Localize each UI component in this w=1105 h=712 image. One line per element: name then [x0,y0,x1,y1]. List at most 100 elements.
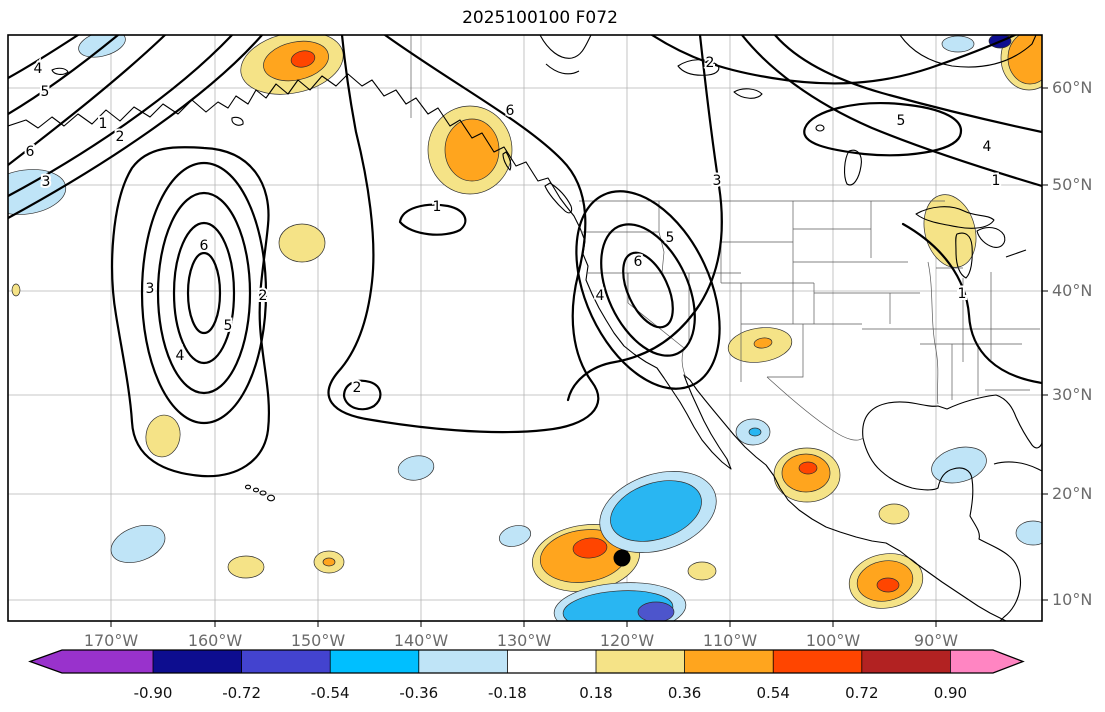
lat-lon-gridlines [8,35,1042,621]
storm-position-marker [613,549,631,567]
x-tick-label: 140°W [394,631,449,650]
contour-center-rings [575,190,721,390]
contour-label: 4 [983,139,992,155]
anomaly-blob-neg1 [941,35,975,53]
colorbar-tick-label: -0.18 [488,684,527,702]
lake-small-manitoba [815,124,825,132]
contour-tl-5 [8,35,120,116]
anomaly-blob-neg1 [78,35,126,58]
colorbar-tick-label: 0.90 [934,684,967,702]
contour-label: 2 [353,380,362,396]
anomaly-blob-pos3 [572,537,608,559]
contour-label: 1 [99,116,108,132]
colorbar-right-arrow [950,650,1023,673]
anomaly-blob-neg3 [637,601,675,621]
axis-ticks-and-labels: 170°W 160°W 150°W 140°W 130°W 120°W 110°W 100°W… [84,78,1093,650]
contour-label: 3 [146,281,155,297]
contour-left-ring-3 [140,161,268,425]
contour-right-ridge-1 [740,35,1042,188]
anomaly-blob-pos2 [322,557,336,567]
contour-label: 5 [41,84,50,100]
y-tick-label: 30°N [1052,385,1092,404]
x-tick-label: 170°W [84,631,139,650]
anomaly-blob-neg1 [931,446,987,484]
hawaii-island-2 [252,487,260,493]
lake-superior [915,206,995,229]
contour-tl-4 [8,35,80,80]
map-frame [7,34,1043,622]
colorbar-tick-label: -0.36 [399,684,438,702]
colorbar-tick-label: -0.90 [134,684,173,702]
anomaly-blob-pos3 [798,461,818,475]
contour-label: 3 [713,173,722,189]
anomaly-blob-pos1 [278,223,326,263]
x-tick-label: 90°W [914,631,958,650]
contour-top-right-2 [650,35,1017,85]
contour-label: 2 [706,55,715,71]
colorbar-segment [596,650,685,673]
anomaly-blob-neg1 [397,455,435,481]
hawaii-island-3 [259,490,267,496]
contour-tl-3 [8,35,234,198]
coastline-kodiak-island [231,116,244,126]
coastline-north-america [8,73,1007,621]
coastline-vancouver-island [544,182,573,214]
anomaly-blob-neg2 [610,480,702,542]
contour-label: 4 [34,61,43,77]
contour-left-ring-4 [156,191,252,395]
yukon-river-2 [545,63,580,75]
contour-label: 6 [26,144,35,160]
anomaly-blob-neg1 [1015,520,1042,546]
anomaly-blob-pos1 [227,555,265,579]
colorbar-tick-label: -0.54 [311,684,350,702]
y-tick-label: 60°N [1052,78,1092,97]
y-tick-label: 40°N [1052,281,1092,300]
colorbar-tick-label: -0.72 [222,684,261,702]
contour-right-ridge-4 [773,35,1042,134]
anomaly-blob-neg1 [8,169,67,215]
contour-label: 1 [433,199,442,215]
contour-label: 1 [992,173,1001,189]
anomaly-shading [8,35,1042,621]
colorbar-segment [684,650,774,673]
contour-label: 4 [596,288,605,304]
contour-label: 2 [116,129,125,145]
contour-small-closed-1 [398,203,467,236]
contour-label: 6 [634,254,643,270]
x-tick-label: 110°W [703,631,758,650]
colorbar-segment [773,650,862,673]
anomaly-blob-pos1 [687,561,717,581]
contour-center-ring-4 [575,190,721,390]
contour-lower-right-1 [901,222,1042,385]
coastline-haida-gwaii [502,151,512,171]
coastline-bering-island [51,67,69,75]
colorbar-tick-label: 0.72 [845,684,878,702]
coastline-gulf-of-mexico [862,394,1042,449]
anomaly-blob-pos2 [753,337,773,349]
contour-label: 6 [200,238,209,254]
contour-center-ring-5 [600,223,696,357]
contour-small-closed-2 [342,379,382,411]
contour-right-ridge-5 [803,102,963,157]
x-tick-label: 150°W [291,631,346,650]
colorbar-segment [153,650,242,673]
lake-huron [976,226,1006,248]
contour-east-dip-3 [566,35,723,402]
anomaly-colorbar: -0.90 -0.72 -0.54 -0.36 -0.18 0.18 0.36 0.54 0.7… [28,649,1025,702]
black-contour-lines [8,35,1042,478]
anomaly-blob-neg2 [748,427,762,437]
y-tick-label: 50°N [1052,175,1092,194]
anomaly-blob-pos3 [290,50,316,68]
colorbar-segment [418,650,508,673]
contour-left-ring-5 [172,221,236,365]
colorbar-tick-label: 0.54 [756,684,789,702]
anomaly-blob-pos3 [876,577,900,593]
colorbar-segment [861,650,951,673]
chart-title: 2025100100 F072 [462,8,618,28]
colorbar-left-arrow [30,650,153,673]
contour-left-outer-2 [111,146,271,478]
anomaly-blob-neg1 [498,525,532,547]
